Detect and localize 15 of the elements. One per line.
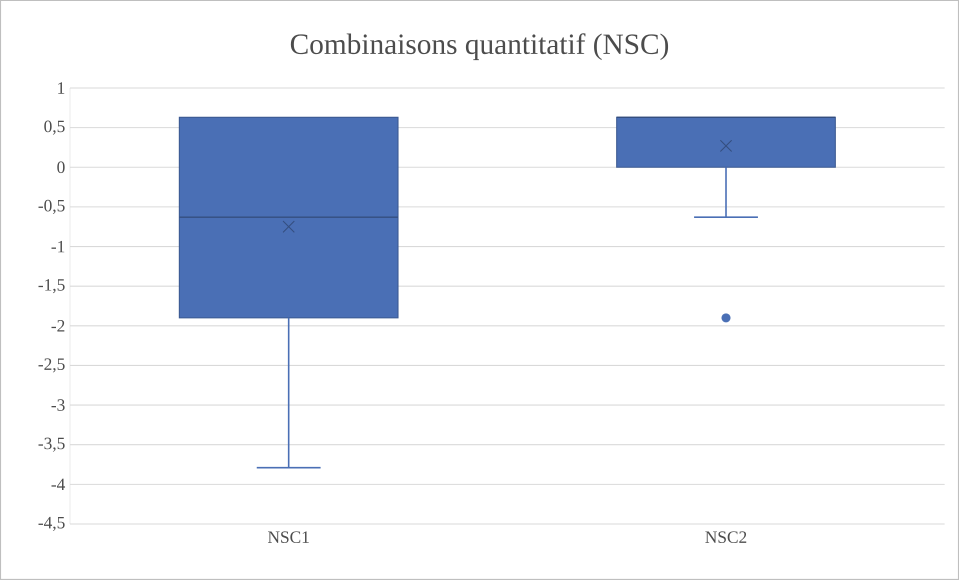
y-tick-label: -2 bbox=[52, 320, 64, 332]
y-tick-label: -4,5 bbox=[38, 516, 65, 532]
y-tick-label: -3 bbox=[52, 399, 65, 411]
y-tick-label: -3,5 bbox=[38, 438, 65, 452]
y-tick-label: -1 bbox=[52, 240, 64, 252]
y-tick-label: -2,5 bbox=[38, 358, 65, 373]
y-tick-label: 1 bbox=[58, 82, 64, 94]
y-tick-label: -4 bbox=[52, 478, 66, 490]
x-tick-label: NSC2 bbox=[705, 531, 746, 544]
y-tick-label: -1,5 bbox=[38, 279, 65, 294]
chart-title: Combinaisons quantitatif (NSC) bbox=[290, 33, 668, 60]
y-tick-label: 0 bbox=[57, 161, 65, 174]
y-tick-label: -0,5 bbox=[38, 200, 65, 214]
y-tick-label: 0,5 bbox=[44, 120, 65, 135]
x-tick-label: NSC1 bbox=[268, 531, 309, 544]
